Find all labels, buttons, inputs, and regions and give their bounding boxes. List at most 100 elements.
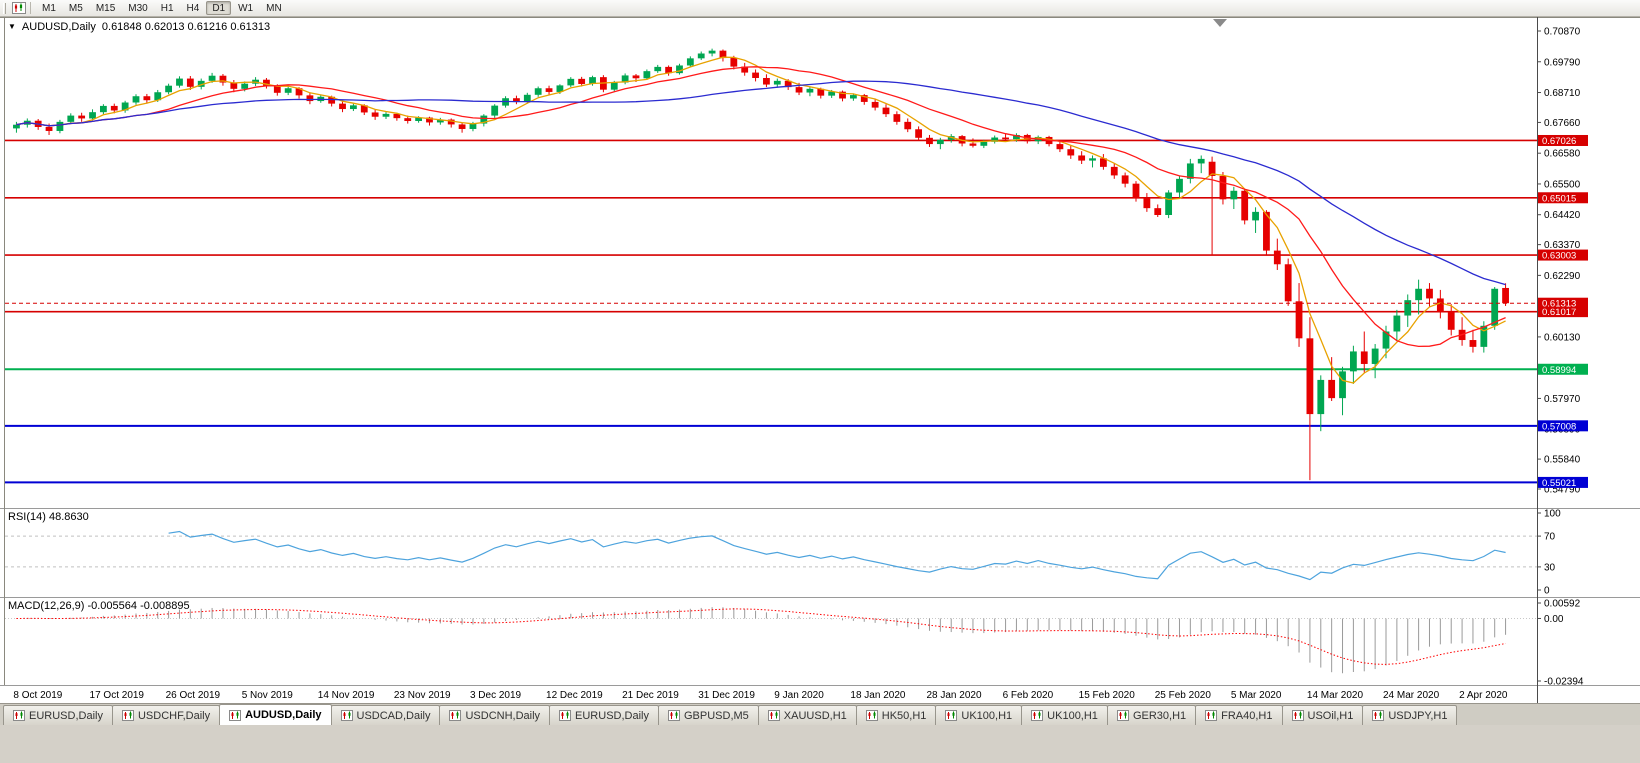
svg-text:0.60130: 0.60130 — [1544, 332, 1581, 343]
svg-text:21 Dec 2019: 21 Dec 2019 — [622, 690, 679, 701]
chart-tab-eurusd-daily[interactable]: EURUSD,Daily — [549, 705, 659, 725]
svg-text:70: 70 — [1544, 532, 1556, 543]
svg-text:0.00592: 0.00592 — [1544, 599, 1581, 610]
svg-text:0.63003: 0.63003 — [1542, 251, 1576, 262]
svg-text:28 Jan 2020: 28 Jan 2020 — [926, 690, 981, 701]
svg-text:8 Oct 2019: 8 Oct 2019 — [13, 690, 62, 701]
period-button-m30[interactable]: M30 — [128, 3, 148, 14]
candles-layer — [13, 48, 1509, 481]
price-tag: 0.58994 — [1538, 363, 1588, 376]
svg-text:5 Nov 2019: 5 Nov 2019 — [242, 690, 294, 701]
price-tag: 0.61017 — [1538, 306, 1588, 318]
svg-text:0.57008: 0.57008 — [1542, 421, 1576, 432]
svg-text:0.55840: 0.55840 — [1544, 455, 1581, 466]
price-chart-canvas[interactable]: 100 70 30 0 0.00592 0.00 -0.02394 8 Oct 2019 17 … — [0, 17, 1640, 703]
chart-tab-uk100-h1[interactable]: UK100,H1 — [935, 705, 1023, 725]
period-button-mn[interactable]: MN — [266, 3, 282, 14]
chart-title-symbol: AUDUSD,Daily — [21, 21, 96, 33]
price-tag: 0.65015 — [1538, 192, 1588, 204]
svg-text:0.54790: 0.54790 — [1544, 485, 1581, 496]
period-button-m1[interactable]: M1 — [42, 3, 56, 14]
chart-tab-eurusd-daily[interactable]: EURUSD,Daily — [3, 705, 113, 725]
chart-title: ▼ AUDUSD,Daily 0.61848 0.62013 0.61216 0… — [8, 21, 270, 33]
svg-text:0.65500: 0.65500 — [1544, 179, 1581, 190]
chart-tab-uk100-h1[interactable]: UK100,H1 — [1021, 705, 1108, 725]
chart-tab-usdcnh-daily[interactable]: USDCNH,Daily — [439, 705, 551, 725]
svg-text:0.55021: 0.55021 — [1542, 478, 1576, 489]
svg-text:24 Mar 2020: 24 Mar 2020 — [1383, 690, 1440, 701]
chart-tab-fra40-h1[interactable]: FRA40,H1 — [1195, 705, 1283, 725]
svg-text:0.67026: 0.67026 — [1542, 136, 1576, 147]
svg-text:0.66580: 0.66580 — [1544, 149, 1581, 160]
chart-title-ohlc: 0.61848 0.62013 0.61216 0.61313 — [101, 21, 271, 33]
toolbar-separator — [30, 2, 31, 14]
price-tag: 0.61313 — [1538, 297, 1588, 310]
toolbar-grip[interactable] — [3, 2, 6, 14]
svg-text:9 Jan 2020: 9 Jan 2020 — [774, 690, 824, 701]
svg-text:0.67660: 0.67660 — [1544, 118, 1581, 129]
period-button-w1[interactable]: W1 — [238, 3, 254, 14]
svg-text:0.65015: 0.65015 — [1542, 193, 1576, 204]
chart-tab-audusd-daily[interactable]: AUDUSD,Daily — [219, 704, 332, 725]
svg-text:6 Feb 2020: 6 Feb 2020 — [1003, 690, 1054, 701]
chart-tab-usoil-h1[interactable]: USOil,H1 — [1281, 705, 1364, 725]
svg-text:0.64420: 0.64420 — [1544, 210, 1581, 221]
rsi-indicator-label: RSI(14) 48.8630 — [8, 511, 89, 523]
one-click-trading-toggle[interactable]: ▼ — [8, 22, 16, 31]
svg-text:26 Oct 2019: 26 Oct 2019 — [166, 690, 221, 701]
chart-tab-label: USDCHF,Daily — [137, 709, 211, 722]
chart-tab-label: GBPUSD,M5 — [684, 709, 749, 722]
chart-tab-icon — [1372, 710, 1385, 721]
chart-tabs-bar: EURUSD,Daily USDCHF,Daily AUDUSD,Daily USDC… — [0, 703, 1640, 725]
chart-tab-ger30-h1[interactable]: GER30,H1 — [1106, 705, 1197, 725]
chart-shift-marker[interactable] — [1213, 19, 1227, 27]
chart-tab-label: USDCNH,Daily — [465, 709, 541, 722]
price-tag: 0.63003 — [1538, 249, 1588, 262]
svg-text:3 Dec 2019: 3 Dec 2019 — [470, 690, 522, 701]
chart-tab-label: AUDUSD,Daily — [245, 709, 322, 721]
svg-text:0.61017: 0.61017 — [1542, 307, 1576, 318]
svg-text:2 Apr 2020: 2 Apr 2020 — [1459, 690, 1508, 701]
chart-icon[interactable] — [10, 1, 27, 15]
svg-text:15 Feb 2020: 15 Feb 2020 — [1079, 690, 1136, 701]
chart-tab-gbpusd-m5[interactable]: GBPUSD,M5 — [658, 705, 759, 725]
period-button-d1[interactable]: D1 — [206, 1, 232, 15]
period-button-m5[interactable]: M5 — [68, 3, 83, 14]
chart-window[interactable]: 100 70 30 0 0.00592 0.00 -0.02394 8 Oct 2019 17 … — [0, 17, 1640, 703]
svg-text:23 Nov 2019: 23 Nov 2019 — [394, 690, 451, 701]
svg-text:0.69790: 0.69790 — [1544, 57, 1581, 68]
current-price-line — [5, 19, 1537, 304]
price-tag: 0.55021 — [1538, 476, 1588, 489]
chart-tab-label: EURUSD,Daily — [29, 709, 103, 722]
period-button-h4[interactable]: H4 — [186, 3, 200, 14]
price-tag: 0.67026 — [1538, 134, 1588, 147]
svg-text:12 Dec 2019: 12 Dec 2019 — [546, 690, 603, 701]
chart-tab-usdcad-daily[interactable]: USDCAD,Daily — [330, 705, 441, 725]
svg-text:0.70870: 0.70870 — [1544, 27, 1581, 38]
svg-text:25 Feb 2020: 25 Feb 2020 — [1155, 690, 1212, 701]
svg-text:0.63370: 0.63370 — [1544, 240, 1581, 251]
chart-tab-usdjpy-h1[interactable]: USDJPY,H1 — [1362, 705, 1458, 725]
chart-tab-usdchf-daily[interactable]: USDCHF,Daily — [111, 705, 221, 725]
period-button-h1[interactable]: H1 — [160, 3, 174, 14]
svg-text:30: 30 — [1544, 562, 1556, 573]
chart-tab-label: GER30,H1 — [1132, 709, 1187, 722]
chart-tab-label: USDJPY,H1 — [1388, 709, 1448, 722]
price-axis[interactable]: 0.70870 0.69790 0.68710 0.67660 0.66580 0.655… — [0, 17, 1640, 703]
bottom-filler — [0, 725, 1640, 763]
chart-tab-xauusd-h1[interactable]: XAUUSD,H1 — [757, 705, 857, 725]
period-button-m15[interactable]: M15 — [95, 3, 116, 14]
svg-text:14 Mar 2020: 14 Mar 2020 — [1307, 690, 1364, 701]
rsi-panel: 100 70 30 0 — [0, 508, 1640, 597]
chart-tab-icon — [121, 710, 134, 721]
chart-tab-hk50-h1[interactable]: HK50,H1 — [855, 705, 937, 725]
svg-text:-0.02394: -0.02394 — [1544, 677, 1584, 688]
support-resistance-lines[interactable] — [5, 139, 1537, 484]
svg-text:14 Nov 2019: 14 Nov 2019 — [318, 690, 375, 701]
macd-panel: 0.00592 0.00 -0.02394 — [0, 597, 1640, 688]
svg-text:31 Dec 2019: 31 Dec 2019 — [698, 690, 755, 701]
chart-tab-label: UK100,H1 — [961, 709, 1013, 722]
chart-tab-icon — [340, 710, 353, 721]
svg-text:0: 0 — [1544, 586, 1550, 597]
